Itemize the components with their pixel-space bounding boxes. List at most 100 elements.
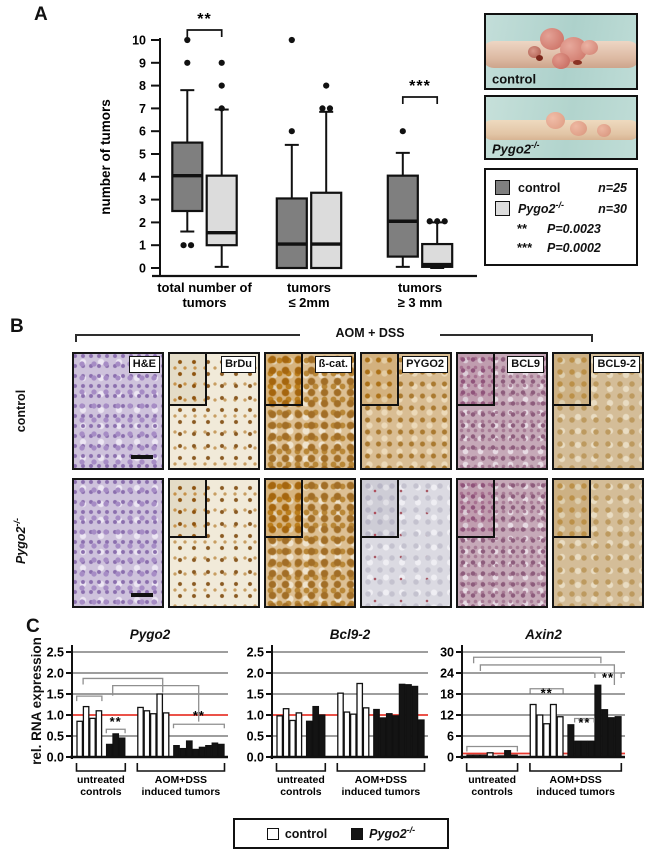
chart-title-pygo2: Pygo2 bbox=[129, 627, 171, 642]
bar-black bbox=[312, 705, 320, 758]
legend-label: control bbox=[518, 181, 561, 196]
aom-dss-bracket-left bbox=[75, 334, 300, 336]
magnified-inset bbox=[266, 354, 303, 407]
bar-black bbox=[594, 684, 602, 758]
photo-control-label: control bbox=[492, 71, 537, 86]
scale-bar bbox=[131, 455, 153, 459]
bar-black bbox=[405, 684, 412, 758]
stain-label: ß-cat. bbox=[314, 356, 352, 373]
tumor-blob bbox=[597, 123, 611, 137]
group-bracket bbox=[336, 763, 426, 772]
outlier-dot bbox=[319, 105, 326, 112]
y-tick-label: 6 bbox=[139, 125, 146, 139]
ihc-pygo2-ko-brdu bbox=[168, 478, 260, 608]
bar-white bbox=[137, 706, 144, 758]
bar-black bbox=[118, 737, 126, 758]
bar-white bbox=[149, 713, 157, 758]
group-bracket bbox=[75, 763, 127, 772]
legend-row-control: control n=25 bbox=[495, 177, 627, 198]
bar-white bbox=[156, 693, 164, 758]
outlier-dot bbox=[399, 128, 406, 135]
y-tick-label: 0.0 bbox=[47, 751, 64, 765]
group-label: untreated bbox=[468, 774, 516, 786]
tumor-blob bbox=[540, 28, 564, 51]
iqr-box bbox=[310, 191, 343, 270]
iqr-box bbox=[421, 242, 454, 268]
bar-white bbox=[356, 682, 364, 758]
chart-title-bcl92: Bcl9-2 bbox=[329, 627, 371, 642]
box-control-group2 bbox=[386, 128, 419, 268]
bar-white bbox=[295, 712, 303, 758]
bar-black bbox=[417, 719, 425, 758]
group-label: AOM+DSS bbox=[155, 774, 207, 786]
category-label: tumors bbox=[287, 280, 331, 295]
iqr-box bbox=[386, 174, 419, 258]
magnified-inset bbox=[554, 480, 591, 538]
bar-white bbox=[282, 708, 290, 758]
significance-stars: ** bbox=[193, 708, 205, 723]
bar-black bbox=[567, 724, 575, 758]
y-tick-label: 18 bbox=[440, 688, 454, 702]
ihc-pygo2-ko-cat bbox=[264, 478, 356, 608]
blood-speck bbox=[573, 60, 582, 66]
bar-white bbox=[337, 692, 344, 758]
y-axis-title: number of tumors bbox=[98, 99, 113, 215]
bar-white bbox=[529, 703, 537, 758]
ihc-control-pygo2: PYGO2 bbox=[360, 352, 452, 470]
tumor-blob bbox=[570, 121, 587, 137]
group-label: induced tumors bbox=[536, 786, 615, 798]
bar-black bbox=[112, 733, 120, 758]
scale-bar bbox=[131, 593, 153, 597]
pvalue-row: *** P=0.0002 bbox=[495, 238, 627, 257]
bar-white bbox=[543, 723, 551, 758]
y-tick-label: 0.0 bbox=[247, 751, 264, 765]
stain-label: H&E bbox=[128, 356, 160, 373]
significance-bracket bbox=[186, 29, 223, 37]
category-label: ≥ 3 mm bbox=[398, 295, 443, 310]
bar-white bbox=[82, 705, 90, 758]
group-label: untreated bbox=[77, 774, 125, 786]
ihc-control-brdu: BrDu bbox=[168, 352, 260, 470]
bar-white bbox=[549, 703, 557, 758]
ihc-pygo2-ko-bcl92 bbox=[552, 478, 644, 608]
magnified-inset bbox=[458, 480, 495, 538]
control-swatch bbox=[495, 180, 510, 195]
comparison-bracket bbox=[594, 672, 622, 678]
pvalue: P=0.0002 bbox=[547, 240, 601, 255]
group-label: controls bbox=[280, 786, 322, 798]
magnified-inset bbox=[458, 354, 495, 407]
y-tick-label: 9 bbox=[139, 56, 146, 70]
ihc-control-he: H&E bbox=[72, 352, 164, 470]
significance-stars: ** bbox=[197, 11, 211, 28]
significance-stars: ** bbox=[541, 686, 553, 701]
ihc-pygo2-ko-bcl9 bbox=[456, 478, 548, 608]
bar-black bbox=[105, 743, 113, 758]
bar-chart-legend: control Pygo2-/- bbox=[233, 818, 449, 849]
comparison-bracket bbox=[112, 684, 200, 722]
bar-white bbox=[289, 719, 296, 758]
bar-black bbox=[185, 740, 193, 758]
bracket-tick bbox=[75, 334, 77, 342]
row-label-control: control bbox=[14, 389, 29, 433]
bar-black bbox=[587, 740, 595, 758]
photo-control-intestine: control bbox=[484, 13, 638, 90]
photo-pygo2ko-label: Pygo2-/- bbox=[492, 139, 540, 156]
magnified-inset bbox=[266, 480, 303, 538]
stain-label: PYGO2 bbox=[402, 356, 448, 373]
bar-black bbox=[601, 709, 609, 758]
y-tick-label: 1.5 bbox=[247, 688, 264, 702]
bar-white bbox=[95, 710, 103, 758]
bar-white bbox=[89, 717, 96, 758]
tumor-blob bbox=[546, 111, 565, 129]
stain-label: BrDu bbox=[221, 356, 256, 373]
box-control-group0 bbox=[171, 36, 204, 249]
y-tick-label: 2.5 bbox=[247, 646, 264, 660]
iqr-box bbox=[275, 197, 308, 270]
pygo2-swatch bbox=[495, 201, 510, 216]
group-bracket bbox=[275, 763, 327, 772]
tumor-blob bbox=[552, 52, 570, 69]
comparison-bracket bbox=[172, 723, 225, 729]
tumor-blob bbox=[528, 45, 541, 58]
